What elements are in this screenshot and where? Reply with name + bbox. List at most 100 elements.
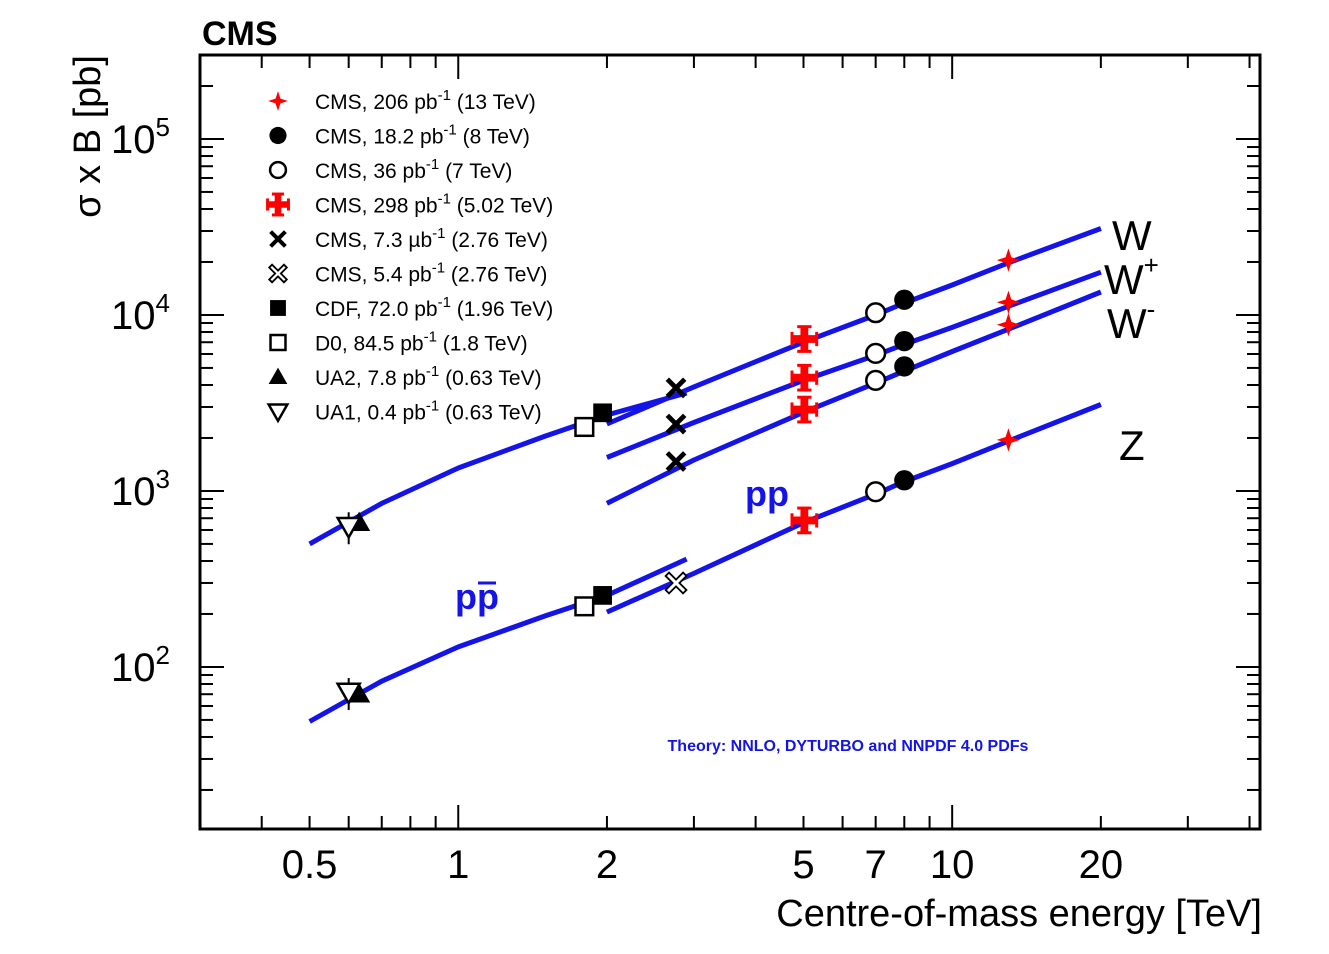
legend-marker-x-filled: [269, 230, 287, 248]
x-tick-label: 7: [865, 843, 887, 887]
y-tick-label: 104: [111, 288, 170, 338]
curve-label-wm: W-: [1107, 294, 1155, 347]
data-point-x-open: [664, 571, 688, 595]
data-point-circle-open: [865, 369, 887, 391]
curve-label-text: W: [1112, 212, 1152, 259]
data-point-cross-filled: [790, 363, 819, 392]
data-point-square-open: [574, 596, 595, 617]
y-tick-base: 10: [111, 470, 156, 514]
legend-marker-square-open: [269, 333, 287, 352]
legend-exponent: -1: [426, 156, 439, 173]
legend-marker-triangle-down-open: [266, 403, 290, 424]
data-point-x-filled: [665, 413, 687, 435]
legend-text: UA1, 0.4 pb: [315, 402, 426, 425]
legend-text: CDF, 72.0 pb: [315, 298, 438, 321]
y-tick-exponent: 2: [156, 640, 170, 670]
legend-label: CMS, 298 pb-1 (5.02 TeV): [315, 191, 553, 218]
legend-exponent: -1: [438, 87, 451, 104]
data-point-square-filled: [593, 586, 612, 605]
legend-energy: (1.8 TeV): [437, 333, 528, 356]
legend-energy: (13 TeV): [451, 91, 536, 114]
legend-label: CMS, 18.2 pb-1 (8 TeV): [315, 122, 530, 149]
legend-exponent: -1: [424, 329, 437, 346]
data-point-triangle-down-open: [335, 682, 362, 706]
legend-text: CMS, 298 pb: [315, 195, 438, 218]
legend-marker-x-open: [267, 263, 289, 284]
curve-label-superscript: +: [1144, 250, 1159, 280]
data-point-circle-filled: [894, 289, 915, 310]
data-point-cross-filled: [790, 325, 819, 353]
legend-energy: (2.76 TeV): [445, 229, 547, 252]
data-points: [335, 248, 1021, 711]
cms-experiment-label: CMS: [202, 15, 278, 53]
data-point-star4: [996, 290, 1021, 315]
legend-exponent: -1: [443, 122, 456, 139]
legend-marker-circle-filled: [269, 126, 287, 145]
data-point-square-filled: [593, 403, 612, 423]
theory-curve-z-ppbar: [308, 556, 688, 724]
region-label-pp: pp: [745, 473, 789, 514]
curve-label-wp: W+: [1104, 250, 1159, 303]
data-point-triangle-down-open: [335, 516, 362, 540]
legend-text: D0, 84.5 pb: [315, 333, 424, 356]
legend-label: CMS, 5.4 pb-1 (2.76 TeV): [315, 260, 547, 287]
x-tick-label: 10: [930, 843, 975, 887]
legend-marker-star4: [268, 91, 288, 111]
curve-label-text: W: [1104, 256, 1144, 303]
x-tick-label: 0.5: [282, 843, 338, 887]
legend-text: CMS, 36 pb: [315, 160, 426, 183]
x-axis-label: Centre-of-mass energy [TeV]: [776, 893, 1262, 935]
legend-energy: (8 TeV): [457, 126, 530, 149]
legend-exponent: -1: [438, 294, 451, 311]
data-point-circle-open: [865, 342, 887, 364]
legend-text: CMS, 5.4 pb: [315, 264, 432, 287]
curve-label-superscript: -: [1147, 294, 1156, 324]
plot-frame: [198, 53, 1262, 831]
y-tick-label: 103: [111, 464, 170, 514]
legend-exponent: -1: [432, 260, 445, 277]
data-point-circle-filled: [894, 470, 915, 491]
theory-note: Theory: NNLO, DYTURBO and NNPDF 4.0 PDFs: [668, 738, 1029, 755]
legend-marker-cross-filled: [266, 192, 290, 217]
y-tick-exponent: 4: [156, 288, 170, 318]
legend-marker-square-filled: [270, 300, 286, 316]
data-point-cross-filled: [790, 395, 819, 424]
legend-label: UA1, 0.4 pb-1 (0.63 TeV): [315, 398, 542, 425]
y-tick-label: 105: [111, 112, 170, 162]
data-point-circle-open: [865, 481, 887, 503]
data-point-x-filled: [665, 451, 687, 472]
data-point-circle-open: [865, 302, 887, 324]
legend-exponent: -1: [432, 225, 445, 242]
x-tick-label: 2: [596, 843, 618, 887]
data-point-circle-filled: [894, 356, 915, 377]
legend-energy: (7 TeV): [439, 160, 512, 183]
legend-exponent: -1: [426, 398, 439, 415]
theory-curves: [308, 226, 1102, 724]
legend-energy: (0.63 TeV): [439, 402, 541, 425]
theory-curve-w-pp: [605, 226, 1102, 427]
legend-marker-circle-open: [268, 160, 288, 180]
legend-label: CMS, 206 pb-1 (13 TeV): [315, 87, 536, 114]
legend-label: UA2, 7.8 pb-1 (0.63 TeV): [315, 363, 542, 390]
y-tick-exponent: 3: [156, 464, 170, 494]
y-tick-base: 10: [111, 118, 156, 162]
legend-text: CMS, 18.2 pb: [315, 126, 443, 149]
legend-label: CMS, 7.3 µb-1 (2.76 TeV): [315, 225, 548, 252]
y-tick-base: 10: [111, 294, 156, 338]
legend-exponent: -1: [438, 191, 451, 208]
legend-label: D0, 84.5 pb-1 (1.8 TeV): [315, 329, 528, 356]
curve-label-text: W: [1107, 300, 1147, 347]
data-point-star4: [996, 428, 1021, 452]
legend: CMS, 206 pb-1 (13 TeV)CMS, 18.2 pb-1 (8 …: [266, 87, 553, 425]
data-point-cross-filled: [790, 506, 819, 535]
theory-curve-z-pp: [605, 402, 1102, 615]
data-point-star4: [996, 313, 1021, 337]
data-point-triangle-up-filled: [348, 683, 371, 703]
legend-label: CDF, 72.0 pb-1 (1.96 TeV): [315, 294, 553, 321]
theory-curve-w-ppbar: [308, 390, 688, 547]
legend-text: CMS, 7.3 µb: [315, 229, 432, 252]
y-tick-base: 10: [111, 646, 156, 690]
